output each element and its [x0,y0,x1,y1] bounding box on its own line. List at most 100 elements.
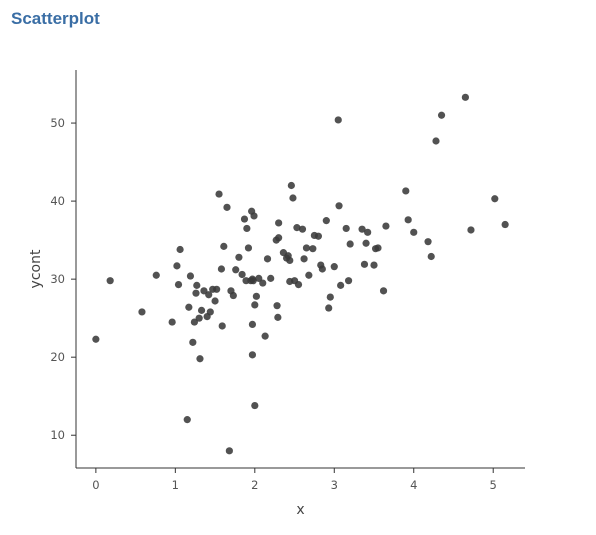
x-tick-label: 2 [251,478,258,492]
data-point [427,252,435,261]
data-point [248,351,257,359]
x-axis-label: x [296,502,304,518]
data-point [293,224,301,232]
data-point [287,181,295,190]
data-point [238,270,246,279]
data-point [275,234,283,242]
data-point [211,297,219,305]
data-point [248,320,257,329]
data-point [251,401,259,410]
x-tick-label: 5 [490,478,497,492]
data-point [235,253,243,261]
data-point [298,225,307,233]
data-point [337,281,345,289]
data-point [300,255,308,263]
data-point [263,255,272,263]
data-point [174,281,183,289]
data-point [379,287,388,295]
data-point [213,285,221,293]
data-point [404,216,412,224]
data-point [193,281,201,289]
data-point [364,228,372,236]
data-point [374,244,382,252]
data-point [261,332,269,340]
data-point [251,301,259,309]
y-axis-label: ycont [28,249,44,288]
data-point [346,240,354,248]
data-point [255,274,263,282]
data-point [223,203,231,211]
data-point [318,265,326,273]
data-point [325,304,333,312]
data-point [309,245,317,253]
data-point [206,308,214,316]
data-point [467,226,475,234]
data-point [334,116,342,124]
data-point [432,137,440,145]
data-point [185,303,193,311]
data-point [274,313,282,321]
chart-title: Scatterplot [11,9,100,28]
data-point [302,244,311,252]
data-point [92,335,100,343]
data-point [205,291,213,299]
data-point [186,272,195,280]
data-point [152,271,160,279]
data-point [286,256,294,265]
data-point [501,220,509,229]
data-point [240,215,249,223]
data-point [360,260,369,268]
data-point [217,265,226,273]
data-point [410,228,418,236]
data-point [138,308,146,316]
axes: 0 1 2 3 4 5 10 20 30 40 50 [50,70,525,492]
data-point [196,355,204,363]
data-point [322,217,330,225]
data-point [259,279,267,287]
data-point [275,219,283,227]
data-point [215,190,223,198]
y-tick-label: 50 [50,116,65,130]
y-tick-label: 30 [50,272,65,286]
data-point [106,277,114,285]
data-point [326,293,334,301]
x-tick-label: 4 [410,478,417,492]
data-point [370,261,378,269]
data-point [218,322,226,330]
data-point [358,225,366,233]
data-point [197,306,206,314]
data-point [220,242,228,250]
data-point [273,302,281,310]
data-point [335,202,343,210]
x-tick-label: 1 [172,478,179,492]
y-ticks: 10 20 30 40 50 [50,116,76,442]
data-point [314,232,322,240]
data-point [437,111,446,119]
data-point [382,222,390,230]
data-point [461,93,469,101]
x-tick-label: 3 [331,478,338,492]
y-tick-label: 20 [50,350,65,364]
data-point [225,447,233,455]
data-point [232,266,240,274]
data-point [244,244,253,252]
y-tick-label: 40 [50,194,65,208]
data-point [192,289,200,297]
data-point [289,194,297,202]
x-tick-label: 0 [92,478,99,492]
data-point [424,238,432,246]
data-point [344,277,353,285]
data-point [200,287,208,295]
data-point [294,281,303,289]
data-point [243,224,251,233]
x-ticks: 0 1 2 3 4 5 [92,468,497,492]
data-point [330,263,338,271]
data-point [249,277,257,285]
data-point [168,318,176,326]
data-point [491,195,499,203]
data-point [402,187,410,195]
y-tick-label: 10 [50,428,65,442]
data-point [286,277,294,286]
data-point [190,318,199,326]
